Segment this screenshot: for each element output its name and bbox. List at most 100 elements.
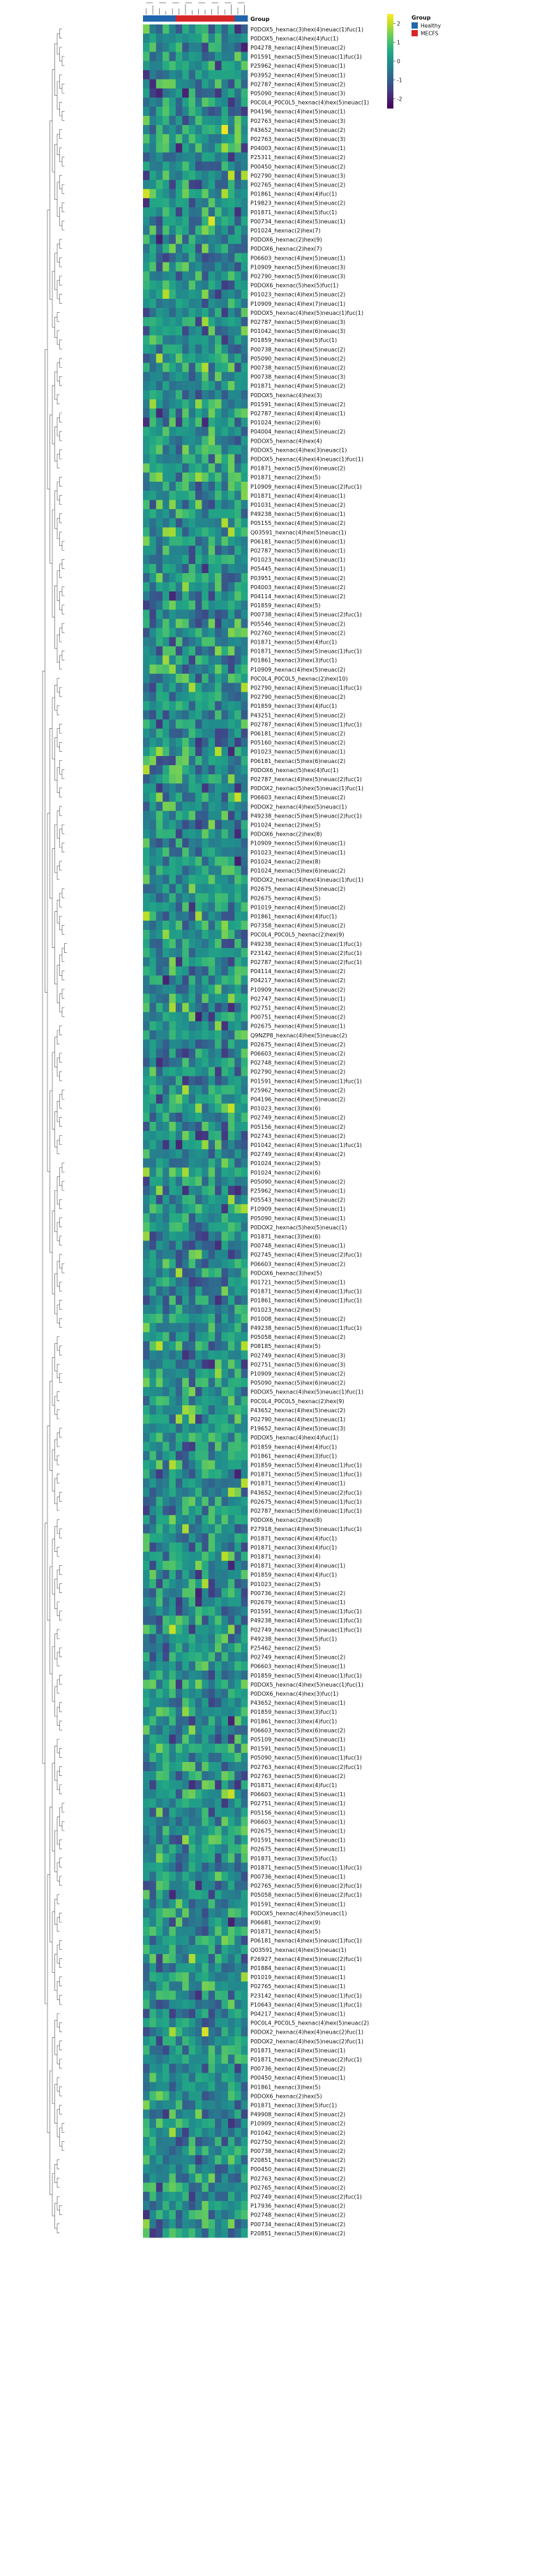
heatmap-cell: [215, 984, 222, 994]
dendrogram-branch: [59, 1976, 62, 1987]
heatmap-cell: [215, 1414, 222, 1424]
heatmap-cell: [175, 299, 183, 309]
heatmap-cell: [182, 573, 189, 583]
dendrogram-branch: [59, 1199, 62, 1209]
heatmap-cell: [221, 1908, 229, 1918]
heatmap-cell: [149, 106, 157, 117]
heatmap-cell: [202, 271, 209, 281]
heatmap-cell: [202, 2082, 209, 2092]
heatmap-cell: [221, 1771, 229, 1781]
heatmap-cell: [215, 1112, 222, 1123]
heatmap-cell: [182, 1368, 189, 1379]
heatmap-cell: [241, 1250, 248, 1259]
heatmap-cell: [175, 1835, 183, 1845]
heatmap-cell: [182, 810, 189, 820]
heatmap-cell: [143, 563, 150, 574]
heatmap-cell: [169, 289, 176, 299]
heatmap-cell: [241, 737, 248, 748]
heatmap-cell: [241, 665, 248, 674]
dendrogram-branch: [61, 184, 65, 194]
heatmap-cell: [156, 1277, 163, 1287]
heatmap-cell: [227, 737, 235, 748]
heatmap-cell: [227, 1908, 235, 1918]
heatmap-cell: [234, 134, 241, 144]
dendrogram-branch: [56, 1496, 60, 1511]
heatmap-cell: [215, 1176, 222, 1186]
heatmap-cell: [163, 783, 169, 793]
heatmap-cell: [156, 2173, 163, 2183]
dendrogram-branch: [59, 413, 62, 423]
heatmap-cell: [143, 253, 150, 262]
heatmap-cell: [227, 2027, 235, 2037]
heatmap-cell: [143, 792, 150, 802]
heatmap-cell: [163, 52, 169, 61]
heatmap-cell: [227, 482, 235, 491]
heatmap-cell: [215, 326, 222, 336]
heatmap-cell: [208, 134, 216, 144]
heatmap-cell: [221, 893, 229, 903]
heatmap-cell: [156, 710, 163, 720]
heatmap-cell: [149, 957, 157, 967]
heatmap-cell: [208, 783, 216, 793]
heatmap-cell: [169, 1076, 176, 1086]
heatmap-cell: [215, 317, 222, 327]
heatmap-cell: [234, 1386, 241, 1397]
dendrogram-branch: [56, 1917, 60, 1932]
heatmap-cell: [182, 445, 189, 454]
heatmap-cell: [175, 2191, 183, 2202]
heatmap-cell: [169, 783, 176, 793]
heatmap-cell: [208, 308, 216, 318]
heatmap-cell: [182, 518, 189, 528]
row-label: P06603_hexnac(4)hex(5)neuac(1): [250, 1819, 345, 1825]
heatmap-cell: [227, 674, 235, 683]
heatmap-cell: [143, 1725, 150, 1735]
heatmap-cell: [221, 1890, 229, 1900]
dendrogram-branch: [54, 1190, 57, 1232]
heatmap-cell: [241, 417, 248, 427]
heatmap-cell: [208, 665, 216, 674]
heatmap-cell: [175, 920, 183, 931]
row-label: P01871_hexnac(3)hex(5)fuc(1): [250, 1856, 337, 1862]
heatmap-cell: [163, 482, 169, 491]
heatmap-cell: [182, 975, 189, 985]
heatmap-cell: [241, 97, 248, 108]
heatmap-cell: [182, 1094, 189, 1104]
heatmap-cell: [202, 1377, 209, 1388]
heatmap-cell: [202, 188, 209, 199]
heatmap-cell: [215, 1122, 222, 1132]
heatmap-cell: [208, 1816, 216, 1826]
heatmap-cell: [149, 692, 157, 702]
heatmap-cell: [169, 1972, 176, 1982]
heatmap-cell: [208, 1012, 216, 1022]
heatmap-cell: [208, 1350, 216, 1360]
heatmap-cell: [234, 1716, 241, 1726]
heatmap-cell: [169, 1002, 176, 1013]
heatmap-cell: [175, 1981, 183, 1991]
heatmap-cell: [227, 1560, 235, 1571]
heatmap-cell: [234, 1606, 241, 1616]
heatmap-cell: [149, 289, 157, 299]
heatmap-cell: [208, 2109, 216, 2119]
heatmap-cell: [149, 2091, 157, 2101]
heatmap-cell: [234, 1286, 241, 1296]
row-label: P01023_hexnac(2)hex(5): [250, 1581, 320, 1587]
heatmap-cell: [221, 2209, 229, 2220]
heatmap-cell: [163, 106, 169, 117]
heatmap-cell: [241, 225, 248, 235]
heatmap-cell: [182, 1405, 189, 1415]
heatmap-cell: [175, 683, 183, 693]
heatmap-cell: [149, 1140, 157, 1150]
row-label: P00738_hexnac(4)hex(5)neuac(2): [250, 2148, 345, 2154]
heatmap-cell: [215, 674, 222, 683]
heatmap-cell: [227, 353, 235, 363]
heatmap-cell: [215, 390, 222, 400]
heatmap-cell: [169, 1131, 176, 1141]
heatmap-cell: [143, 106, 150, 117]
heatmap-cell: [202, 756, 209, 766]
heatmap-cell: [227, 1689, 235, 1698]
heatmap-cell: [202, 472, 209, 482]
heatmap-cell: [227, 701, 235, 711]
heatmap-cell: [202, 1405, 209, 1415]
heatmap-cell: [234, 1085, 241, 1095]
heatmap-cell: [143, 134, 150, 144]
